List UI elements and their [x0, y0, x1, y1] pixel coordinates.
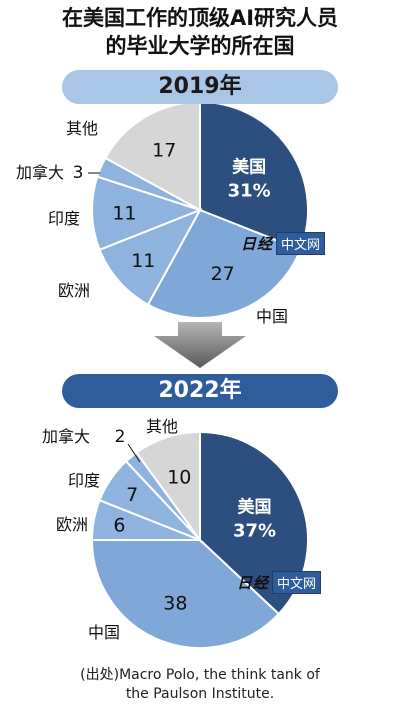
slice-label-other: 其他: [146, 417, 178, 436]
slice-value-europe: 6: [113, 515, 125, 537]
slice-value-canada: 3: [73, 163, 84, 183]
nikkei-chinese-badge: 中文网: [272, 570, 322, 594]
pie-labels: 美国 37% 38 中国 6 欧洲 7 印度 加拿大 2 10 其他: [42, 417, 276, 642]
nikkei-chinese-badge: 中文网: [276, 231, 326, 255]
pie-slice-india: [91, 175, 203, 252]
slice-value-europe: 11: [131, 250, 155, 272]
chart-title-line-2: 的毕业大学的所在国: [105, 34, 295, 58]
slice-label-europe: 欧洲: [58, 281, 90, 300]
source-note-line-2: the Paulson Institute.: [125, 686, 275, 702]
slice-value-canada: 2: [115, 427, 126, 447]
chart-title-line-1: 在美国工作的顶级AI研究人员: [61, 6, 339, 30]
slice-label-china: 中国: [88, 623, 120, 642]
nikkei-logo: 日经: [241, 234, 274, 253]
pie-slice-china: [90, 539, 281, 649]
slice-label-canada: 加拿大: [42, 427, 90, 446]
slice-label-other: 其他: [66, 119, 98, 138]
pie-labels: 美国 31% 27 中国 11 欧洲 11 印度 加拿大 3 17 其他: [16, 119, 288, 326]
pie-chart-2019: 美国 31% 27 中国 11 欧洲 11 印度 加拿大 3 17 其他: [16, 100, 309, 326]
slice-label-usa: 美国: [238, 496, 272, 517]
slice-label-india: 印度: [48, 209, 80, 228]
pie-slice-other: [135, 430, 201, 544]
pie-slices: [90, 430, 309, 649]
source-note-line-1: (出处)Macro Polo, the think tank of: [80, 667, 320, 683]
slice-label-usa: 美国: [232, 157, 266, 178]
slice-value-other: 17: [152, 140, 176, 162]
slice-label-canada: 加拿大: [16, 163, 64, 182]
slice-value-china: 27: [211, 263, 235, 285]
slice-label-india: 印度: [68, 471, 100, 490]
slice-value-china: 38: [163, 592, 187, 614]
slice-label-china: 中国: [256, 307, 288, 326]
down-arrow-icon: [154, 322, 246, 368]
slice-label-europe: 欧洲: [56, 515, 88, 534]
year-banner-2019: 2019年: [62, 70, 338, 104]
nikkei-logo: 日经: [237, 573, 270, 592]
leader-line: [127, 443, 141, 463]
slice-value-other: 10: [167, 466, 191, 488]
pie-slice-usa: [199, 100, 309, 252]
slice-value-india: 11: [112, 202, 136, 224]
slice-value-usa: 37%: [233, 520, 276, 541]
pie-chart-2022: 美国 37% 38 中国 6 欧洲 7 印度 加拿大 2 10 其他: [42, 417, 309, 649]
pie-slices: [91, 100, 309, 319]
slice-value-india: 7: [126, 484, 138, 506]
nikkei-watermark: 日经 中文网: [238, 231, 326, 255]
pie-slice-europe: [98, 208, 203, 306]
slice-value-usa: 31%: [228, 181, 271, 202]
nikkei-watermark: 日经 中文网: [234, 570, 322, 594]
year-banner-2022: 2022年: [62, 374, 338, 408]
